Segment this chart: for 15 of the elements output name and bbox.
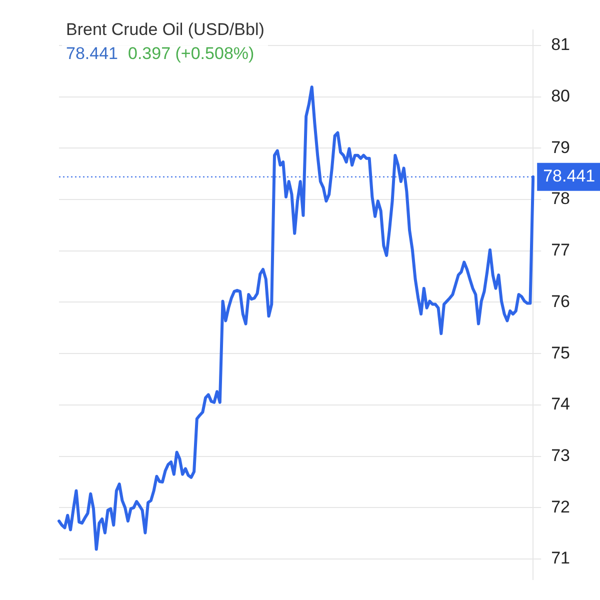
y-tick-label: 75 xyxy=(551,343,570,362)
y-tick-label: 80 xyxy=(551,86,570,106)
y-tick-label: 81 xyxy=(551,35,570,54)
y-tick-label: 71 xyxy=(551,548,570,568)
text: 78.441 xyxy=(66,44,118,63)
annotation: 0.397 (+0.508%) xyxy=(128,44,254,63)
y-tick-label: 77 xyxy=(551,240,570,260)
ref-line-label: 78.441 xyxy=(543,166,596,186)
y-tick-label: 73 xyxy=(551,446,570,466)
y-tick-label: 76 xyxy=(551,292,570,311)
y-tick-label: 78 xyxy=(551,189,570,208)
y-tick-label: 72 xyxy=(551,497,570,516)
y-tick-label: 74 xyxy=(551,394,570,414)
chart-title: Brent Crude Oil (USD/Bbl) xyxy=(66,20,264,40)
y-tick-label: 79 xyxy=(551,138,570,157)
